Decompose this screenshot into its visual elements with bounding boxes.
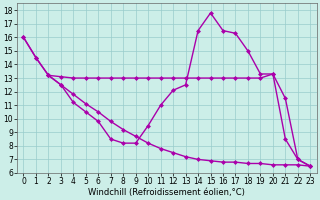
X-axis label: Windchill (Refroidissement éolien,°C): Windchill (Refroidissement éolien,°C) — [88, 188, 245, 197]
